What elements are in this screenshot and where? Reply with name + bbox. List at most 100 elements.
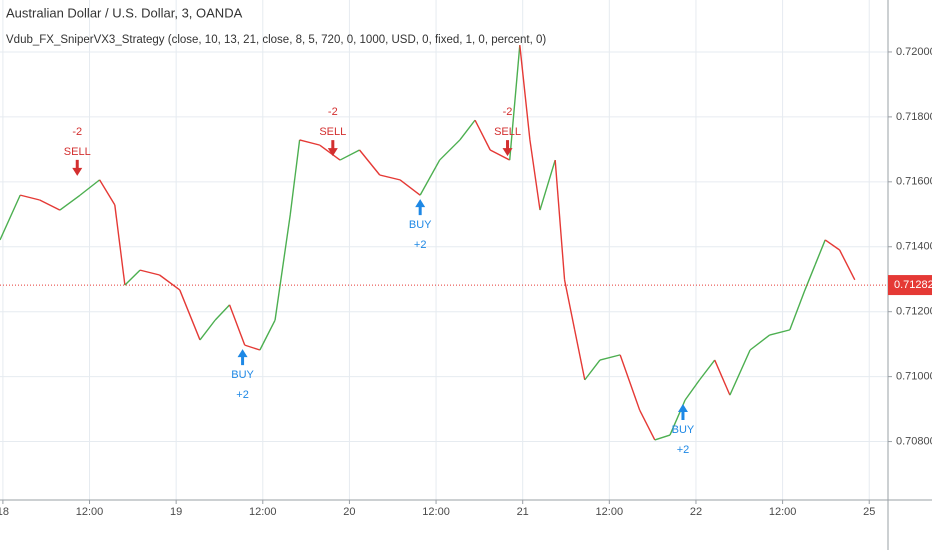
price-segment (20, 194, 40, 201)
price-segment (563, 279, 576, 331)
price-segment (699, 359, 716, 381)
price-segment (789, 289, 806, 331)
y-tick-label: 0.71200 (896, 306, 932, 318)
price-segment (554, 160, 566, 280)
price-segment (199, 319, 216, 341)
price-segment (654, 434, 671, 441)
signal-arrow (327, 140, 338, 157)
signal-arrow (415, 199, 426, 216)
price-segment (684, 379, 701, 401)
signal-side: SELL (64, 146, 91, 158)
last-price-tag (888, 275, 932, 296)
chart-title: Australian Dollar / U.S. Dollar, 3, OAND… (6, 5, 243, 20)
y-tick-label: 0.71400 (896, 241, 932, 253)
signal: SELL -2 (494, 106, 521, 157)
price-segment (59, 194, 81, 211)
price-segment (714, 359, 731, 396)
price-segment (769, 329, 790, 336)
x-tick-label: 12:00 (76, 506, 104, 518)
signal-qty: +2 (677, 444, 690, 456)
price-segment (259, 319, 276, 351)
price-segment (179, 289, 201, 341)
x-tick-label: 20 (343, 506, 355, 518)
price-segment (0, 194, 21, 241)
x-tick-label: 12:00 (422, 506, 450, 518)
price-segment (814, 239, 826, 266)
price-segment (274, 214, 291, 321)
price-segment (599, 354, 621, 361)
price-segment (99, 179, 116, 206)
signal-side: BUY (672, 424, 695, 436)
signal-qty: +2 (236, 389, 249, 401)
price-segment (79, 179, 101, 196)
x-tick-label: 12:00 (249, 506, 277, 518)
signal-side: SELL (494, 126, 521, 138)
price-segment (339, 149, 360, 161)
price-segment (839, 249, 856, 281)
signal-arrow (72, 159, 83, 176)
price-segment (804, 264, 816, 291)
study-label: Vdub_FX_SniperVX3_Strategy (close, 10, 1… (6, 34, 546, 46)
price-segment (214, 304, 231, 321)
y-tick-label: 0.71600 (896, 176, 932, 188)
price-segment (824, 239, 841, 251)
price-segment (319, 144, 341, 161)
last-price-label: 0.71282 (894, 279, 932, 291)
x-tick-label: 25 (863, 506, 875, 518)
price-segment (573, 329, 586, 381)
x-tick-label: 12:00 (596, 506, 624, 518)
price-segment (639, 409, 656, 441)
price-segment (39, 199, 61, 211)
signal-arrow (502, 140, 513, 157)
x-tick-label: 21 (517, 506, 529, 518)
x-tick-label: 22 (690, 506, 702, 518)
price-segment (729, 349, 751, 396)
plot: SELL -2 BUY +2 SELL -2 BUY +2 SELL -2 BUY +2 (0, 45, 888, 456)
price-segment (584, 359, 601, 381)
grid (0, 0, 888, 500)
price-segment (379, 174, 401, 181)
price-segment (289, 139, 301, 216)
price-segment (139, 269, 160, 276)
signal-arrow (677, 404, 688, 420)
price-segment (539, 159, 556, 211)
y-tick-label: 0.71000 (896, 371, 932, 383)
price-segment (159, 274, 181, 291)
signal-side: BUY (231, 369, 254, 381)
price-segment (114, 204, 126, 286)
signal-qty: +2 (414, 239, 427, 251)
signal-qty: -2 (328, 106, 338, 118)
signal: SELL -2 (64, 126, 91, 176)
signal-qty: -2 (503, 106, 513, 118)
signal: SELL -2 (319, 106, 346, 157)
signal-qty: -2 (72, 126, 82, 138)
price-segment (228, 304, 246, 346)
price-segment (244, 344, 261, 351)
signal: BUY +2 (409, 199, 432, 251)
price-segment (619, 354, 641, 411)
price-segment (459, 119, 476, 141)
y-tick-label: 0.72000 (896, 46, 932, 58)
price-segment (419, 159, 441, 196)
signal-side: BUY (409, 219, 432, 231)
price-segment (474, 119, 491, 151)
y-tick-label: 0.71800 (896, 111, 932, 123)
price-segment (489, 149, 511, 161)
x-tick-label: 19 (170, 506, 182, 518)
price-segment (358, 149, 381, 176)
signal: BUY +2 (672, 404, 695, 456)
signal-arrow (237, 349, 248, 366)
price-segment (399, 179, 421, 196)
x-tick-label: 12:00 (769, 506, 797, 518)
x-tick-label: 18 (0, 506, 9, 518)
price-segment (749, 334, 771, 351)
signal: BUY +2 (231, 349, 255, 401)
y-tick-label: 0.70800 (896, 435, 932, 447)
price-segment (124, 269, 141, 286)
signal-side: SELL (319, 126, 346, 138)
price-segment (529, 139, 541, 211)
price-segment (519, 45, 531, 141)
price-segment (439, 139, 461, 161)
